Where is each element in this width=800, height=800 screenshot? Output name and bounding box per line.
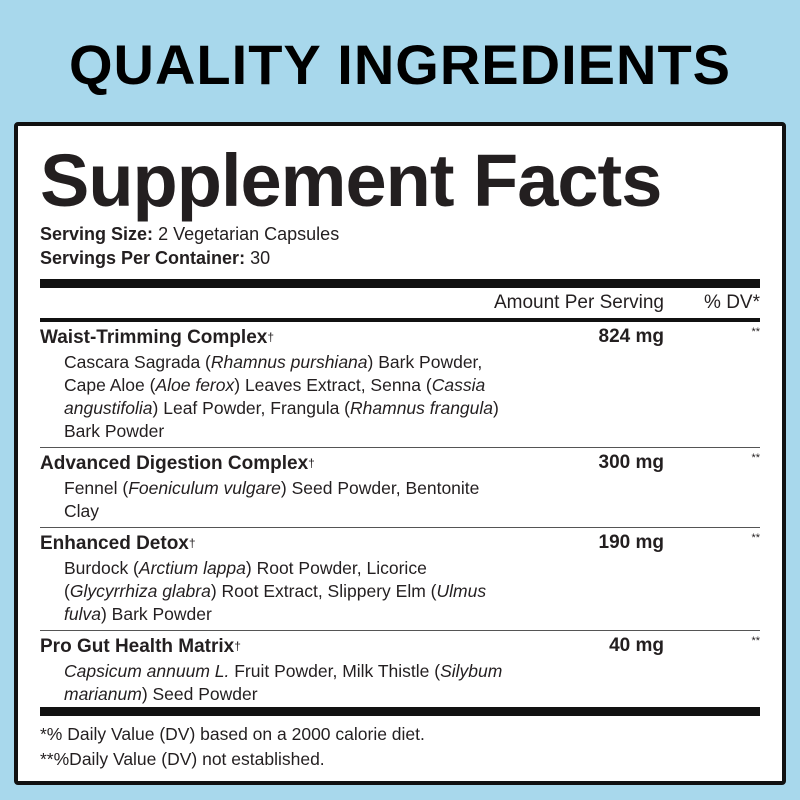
- description-text: ) Bark Powder, Cape Aloe (: [64, 352, 483, 395]
- description-text: Arctium lappa: [138, 558, 246, 578]
- servings-per-container: Servings Per Container: 30: [40, 248, 270, 269]
- description-text: ) Seed Powder, Bentonite Clay: [64, 478, 480, 521]
- ingredient-name-text: Advanced Digestion Complex: [40, 453, 309, 474]
- description-text: Cascara Sagrada (: [64, 352, 211, 372]
- divider: [40, 279, 760, 288]
- description-text: ) Root Extract, Slippery Elm (: [210, 581, 437, 601]
- description-text: Cassia angustifolia: [64, 375, 486, 418]
- description-text: Foeniculum vulgare: [128, 478, 281, 498]
- description-text: Capsicum annuum L.: [64, 661, 230, 681]
- dagger: †: [188, 536, 196, 550]
- description-text: ) Leaves Extract, Senna (: [234, 375, 432, 395]
- description-text: Silybum marianum: [64, 661, 503, 704]
- description-text: Fruit Powder, Milk Thistle (: [229, 661, 441, 681]
- ingredient-description: Cascara Sagrada (Rhamnus purshiana) Bark…: [64, 351, 509, 443]
- description-text: Burdock (: [64, 558, 139, 578]
- ingredient-row: Advanced Digestion Complex† 300 mg ** Fenne…: [40, 448, 760, 528]
- description-text: ) Bark Powder: [100, 604, 212, 624]
- ingredient-amount: 824 mg: [598, 326, 664, 347]
- description-text: Aloe ferox: [155, 375, 235, 395]
- dagger: †: [234, 639, 241, 653]
- ingredient-name: Pro Gut Health Matrix†: [40, 633, 760, 660]
- description-text: Fennel (: [64, 478, 129, 498]
- description-text: Glycyrrhiza glabra: [69, 581, 211, 601]
- description-text: Rhamnus purshiana: [210, 352, 368, 372]
- ingredient-name: Enhanced Detox†: [40, 530, 760, 557]
- divider: [40, 707, 760, 716]
- serving-size-value: 2 Vegetarian Capsules: [158, 224, 340, 244]
- ingredient-dv: **: [751, 452, 760, 464]
- servings-value: 30: [250, 248, 271, 268]
- ingredient-amount: 190 mg: [598, 532, 664, 553]
- ingredient-dv: **: [751, 635, 760, 647]
- description-text: ) Seed Powder: [141, 684, 258, 704]
- description-text: ) Root Powder, Licorice (: [64, 558, 427, 601]
- amount-header: Amount Per Serving: [493, 292, 664, 313]
- ingredient-dv: **: [751, 326, 760, 338]
- dv-header: % DV*: [704, 292, 760, 313]
- ingredient-description: Fennel (Foeniculum vulgare) Seed Powder,…: [64, 477, 509, 523]
- ingredient-description: Burdock (Arctium lappa) Root Powder, Lic…: [64, 557, 509, 626]
- divider: [40, 318, 760, 322]
- servings-label: Servings Per Container:: [40, 248, 246, 268]
- ingredient-name-text: Enhanced Detox: [40, 533, 189, 554]
- description-text: ) Leaf Powder, Frangula (: [152, 398, 351, 418]
- serving-size-label: Serving Size:: [40, 224, 154, 244]
- description-text: Ulmus fulva: [64, 581, 487, 624]
- description-text: ) Bark Powder: [64, 398, 499, 441]
- page-title: QUALITY INGREDIENTS: [68, 33, 731, 96]
- ingredient-description: Capsicum annuum L. Fruit Powder, Milk Th…: [64, 660, 509, 706]
- ingredient-amount: 300 mg: [598, 452, 664, 473]
- column-header: Amount Per Serving % DV*: [40, 290, 760, 316]
- dagger: †: [267, 330, 275, 344]
- ingredient-row: Enhanced Detox† 190 mg ** Burdock (Arctium …: [40, 528, 760, 631]
- ingredient-list: Waist-Trimming Complex† 824 mg ** Cascara S…: [40, 322, 760, 710]
- ingredient-name: Waist-Trimming Complex†: [40, 324, 760, 351]
- ingredient-row: Pro Gut Health Matrix† 40 mg ** Capsicum an…: [40, 631, 760, 710]
- description-text: Rhamnus frangula: [350, 398, 494, 418]
- ingredient-row: Waist-Trimming Complex† 824 mg ** Cascara S…: [40, 322, 760, 448]
- ingredient-name-text: Waist-Trimming Complex: [40, 327, 268, 348]
- supplement-facts-panel: Supplement Facts Serving Size: 2 Vegetar…: [14, 122, 786, 785]
- footnote: **%Daily Value (DV) not established.: [40, 749, 325, 769]
- label-title: Supplement Facts: [40, 139, 662, 222]
- ingredient-amount: 40 mg: [609, 635, 664, 656]
- ingredient-name-text: Pro Gut Health Matrix: [40, 636, 235, 657]
- dagger: †: [308, 456, 315, 470]
- serving-size: Serving Size: 2 Vegetarian Capsules: [40, 224, 339, 245]
- footnote: *% Daily Value (DV) based on a 2000 calo…: [40, 724, 425, 744]
- ingredient-name: Advanced Digestion Complex†: [40, 450, 760, 477]
- ingredient-dv: **: [751, 532, 760, 544]
